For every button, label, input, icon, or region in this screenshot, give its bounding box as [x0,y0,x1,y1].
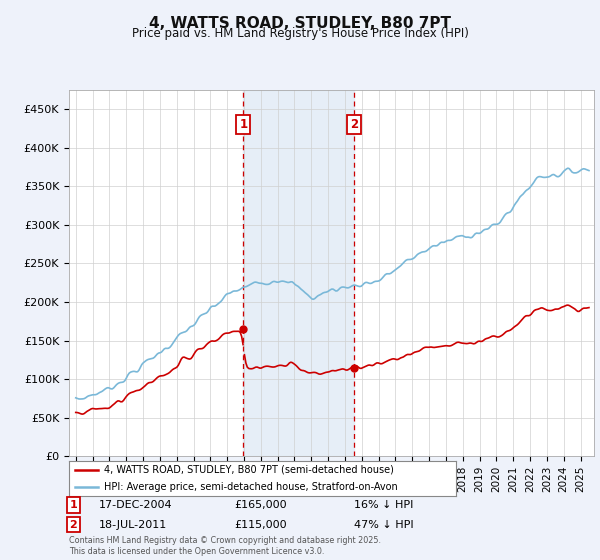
Text: Contains HM Land Registry data © Crown copyright and database right 2025.
This d: Contains HM Land Registry data © Crown c… [69,536,381,556]
Text: 18-JUL-2011: 18-JUL-2011 [99,520,167,530]
Text: 16% ↓ HPI: 16% ↓ HPI [354,500,413,510]
Bar [244,90,354,456]
Text: £165,000: £165,000 [234,500,287,510]
Text: 4, WATTS ROAD, STUDLEY, B80 7PT (semi-detached house): 4, WATTS ROAD, STUDLEY, B80 7PT (semi-de… [104,465,394,474]
Text: 47% ↓ HPI: 47% ↓ HPI [354,520,413,530]
Text: 2: 2 [350,118,358,131]
Text: 2: 2 [70,520,77,530]
Text: 1: 1 [70,500,77,510]
Text: 17-DEC-2004: 17-DEC-2004 [99,500,173,510]
Text: £115,000: £115,000 [234,520,287,530]
Text: Price paid vs. HM Land Registry's House Price Index (HPI): Price paid vs. HM Land Registry's House … [131,27,469,40]
Text: 4, WATTS ROAD, STUDLEY, B80 7PT: 4, WATTS ROAD, STUDLEY, B80 7PT [149,16,451,31]
Text: HPI: Average price, semi-detached house, Stratford-on-Avon: HPI: Average price, semi-detached house,… [104,482,398,492]
Text: 1: 1 [239,118,247,131]
